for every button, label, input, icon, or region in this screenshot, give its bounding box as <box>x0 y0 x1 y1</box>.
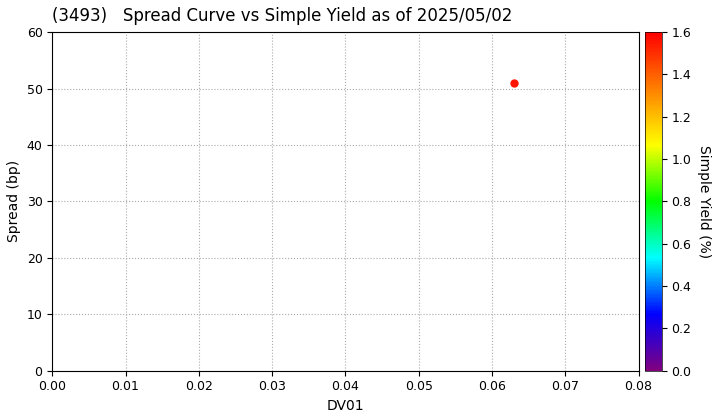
Y-axis label: Spread (bp): Spread (bp) <box>7 160 21 242</box>
Text: (3493)   Spread Curve vs Simple Yield as of 2025/05/02: (3493) Spread Curve vs Simple Yield as o… <box>53 7 513 25</box>
Y-axis label: Simple Yield (%): Simple Yield (%) <box>697 145 711 258</box>
X-axis label: DV01: DV01 <box>327 399 364 413</box>
Point <box>508 79 520 86</box>
